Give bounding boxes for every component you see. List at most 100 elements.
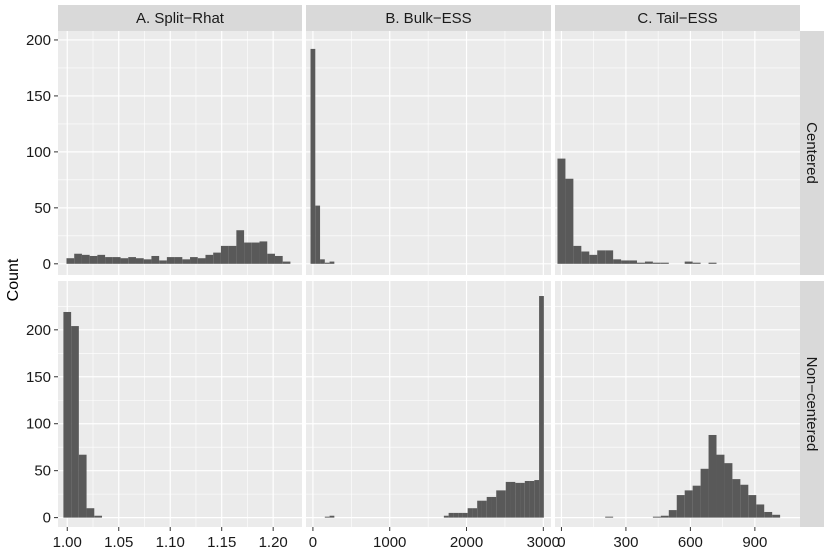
panel-background	[58, 31, 302, 275]
histogram-bar	[105, 257, 113, 264]
y-tick-label: 100	[26, 416, 51, 433]
histogram-bar	[329, 515, 335, 518]
histogram-bar	[684, 261, 693, 264]
y-tick-label: 150	[26, 88, 51, 105]
panel-1-3	[555, 31, 800, 275]
histogram-bar	[700, 468, 709, 518]
histogram-bar	[692, 485, 701, 518]
histogram-bar	[112, 257, 121, 264]
panel-2-3	[555, 281, 800, 527]
histogram-bar	[128, 257, 136, 264]
panel-background	[555, 281, 800, 527]
histogram-bar	[78, 454, 87, 518]
histogram-bar	[660, 262, 669, 264]
histogram-bar	[174, 257, 183, 264]
histogram-bar	[282, 261, 291, 264]
histogram-bar	[324, 516, 330, 518]
column-strip-label: B. Bulk−ESS	[385, 10, 471, 27]
histogram-bar	[652, 516, 661, 518]
y-tick-label: 0	[43, 510, 51, 527]
x-tick-label: 1.20	[259, 534, 288, 551]
panel-background	[306, 31, 551, 275]
histogram-bar	[644, 261, 653, 264]
histogram-bar	[81, 254, 90, 264]
histogram-bar	[66, 258, 75, 264]
histogram-bar	[660, 515, 669, 518]
column-strip-label: C. Tail−ESS	[637, 10, 717, 27]
panel-background	[58, 281, 302, 527]
histogram-bar	[71, 326, 79, 518]
row-strip-label: Centered	[803, 122, 820, 184]
histogram-bar	[684, 490, 693, 518]
histogram-bar	[708, 434, 717, 518]
histogram-bar	[228, 245, 237, 264]
column-strip-2	[306, 5, 551, 31]
histogram-bar	[182, 259, 191, 264]
histogram-bar	[716, 454, 725, 518]
row-strip-label: Non−centered	[803, 357, 820, 452]
y-tick-label: 200	[26, 32, 51, 49]
x-tick-label: 900	[742, 534, 767, 551]
y-axis-title: Count	[5, 258, 22, 301]
histogram-bar	[143, 259, 152, 264]
histogram-bar	[120, 258, 129, 264]
histogram-bar	[581, 251, 590, 264]
histogram-bar	[151, 255, 160, 264]
panel-1-1	[58, 31, 302, 275]
x-tick-label: 1000	[373, 534, 406, 551]
histogram-bar	[573, 245, 582, 264]
histogram-bar	[605, 516, 614, 518]
x-tick-label: 3000	[527, 534, 560, 551]
histogram-bar	[520, 482, 525, 518]
x-tick-label: 1.05	[104, 534, 133, 551]
y-tick-label: 150	[26, 369, 51, 386]
histogram-bar	[135, 258, 144, 264]
histogram-bar	[274, 255, 283, 264]
histogram-bar	[236, 230, 245, 264]
histogram-bar	[166, 257, 175, 264]
histogram-bar	[621, 260, 630, 264]
panel-background	[555, 31, 800, 275]
histogram-bar	[329, 261, 335, 264]
histogram-bar	[448, 512, 454, 518]
histogram-bar	[629, 260, 637, 264]
histogram-bar	[190, 257, 198, 264]
x-tick-label: 0	[557, 534, 565, 551]
histogram-bar	[565, 178, 574, 264]
histogram-bar	[443, 515, 449, 518]
histogram-bar	[97, 254, 106, 264]
histogram-bar	[732, 479, 741, 518]
histogram-bar	[159, 260, 167, 264]
histogram-bar	[310, 48, 316, 264]
row-strip-2	[800, 281, 824, 527]
y-tick-label: 50	[34, 463, 51, 480]
histogram-bar	[772, 514, 781, 518]
histogram-bar	[267, 253, 275, 264]
x-tick-label: 0	[309, 534, 317, 551]
column-strip-1	[58, 5, 302, 31]
histogram-bar	[529, 480, 535, 518]
histogram-bar	[486, 496, 492, 518]
histogram-bar	[472, 508, 478, 518]
column-strip-3	[555, 5, 800, 31]
histogram-bar	[597, 250, 606, 264]
x-tick-label: 1.10	[156, 534, 185, 551]
histogram-bar	[205, 254, 214, 264]
x-tick-label: 300	[613, 534, 638, 551]
x-tick-label: 2000	[450, 534, 483, 551]
histogram-bar	[756, 504, 765, 518]
histogram-bar	[259, 241, 268, 264]
histogram-bar	[515, 482, 521, 518]
y-tick-label: 100	[26, 144, 51, 161]
y-tick-label: 0	[43, 256, 51, 273]
histogram-bar	[748, 495, 757, 518]
histogram-bar	[220, 245, 229, 264]
histogram-bar	[589, 254, 598, 264]
histogram-bar	[324, 262, 330, 264]
histogram-bar	[539, 296, 544, 518]
histogram-bar	[692, 262, 701, 264]
histogram-bar	[453, 512, 459, 518]
histogram-bar	[63, 311, 72, 518]
